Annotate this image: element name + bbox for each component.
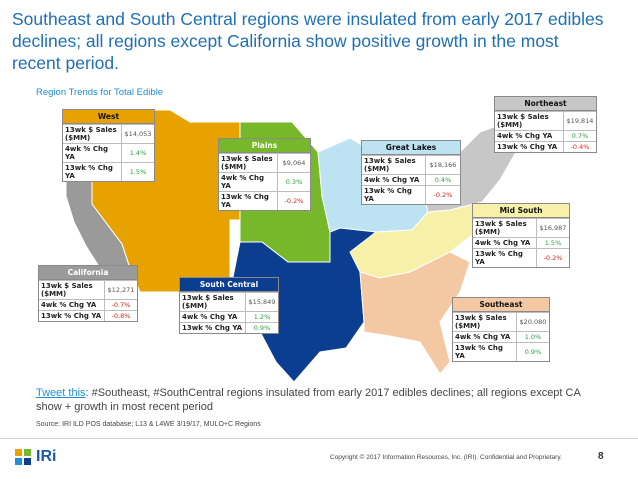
panel-great-lakes: Great Lakes 13wk $ Sales ($MM) $18,166 4…	[361, 140, 461, 205]
panel-south-central: South Central 13wk $ Sales ($MM) $15,849…	[179, 277, 279, 334]
iri-logo-text: IRi	[36, 448, 57, 465]
panel-west: West 13wk $ Sales ($MM) $14,053 4wk % Ch…	[62, 109, 155, 182]
panel-california-header: California	[39, 266, 137, 280]
panel-northeast-header: Northeast	[495, 97, 596, 111]
panel-plains: Plains 13wk $ Sales ($MM) $9,064 4wk % C…	[218, 138, 311, 211]
panel-south-central-header: South Central	[180, 278, 278, 292]
page-number: 8	[598, 451, 604, 462]
panel-west-row-sales: 13wk $ Sales ($MM) $14,053	[63, 124, 154, 143]
footer-divider	[0, 438, 638, 439]
panel-mid-south-header: Mid South	[473, 204, 569, 218]
copyright-notice: Copyright © 2017 Information Resources, …	[330, 454, 562, 461]
iri-logo: IRi	[14, 446, 74, 468]
map-subtitle: Region Trends for Total Edible	[36, 87, 164, 98]
panel-west-header: West	[63, 110, 154, 124]
panel-california: California 13wk $ Sales ($MM) $12,271 4w…	[38, 265, 138, 322]
panel-great-lakes-header: Great Lakes	[362, 141, 460, 155]
map-region-south-central	[229, 227, 378, 383]
panel-plains-header: Plains	[219, 139, 310, 153]
panel-mid-south: Mid South 13wk $ Sales ($MM) $16,987 4wk…	[472, 203, 570, 268]
panel-west-row-4wk: 4wk % Chg YA 1.4%	[63, 143, 154, 162]
tweet-body: : #Southeast, #SouthCentral regions insu…	[36, 387, 581, 413]
map-region-southeast	[359, 251, 471, 375]
panel-southeast: Southeast 13wk $ Sales ($MM) $20,080 4wk…	[452, 297, 550, 362]
panel-west-row-13wk: 13wk % Chg YA 1.5%	[63, 162, 154, 181]
tweet-text: Tweet this: #Southeast, #SouthCentral re…	[36, 386, 606, 414]
iri-logo-mark-icon	[15, 449, 31, 465]
panel-northeast: Northeast 13wk $ Sales ($MM) $19,814 4wk…	[494, 96, 597, 153]
panel-southeast-header: Southeast	[453, 298, 549, 312]
source-note: Source: IRI ILD POS database; L13 & L4WE…	[36, 421, 261, 428]
slide-title: Southeast and South Central regions were…	[12, 9, 604, 73]
tweet-this-link[interactable]: Tweet this	[36, 387, 86, 399]
